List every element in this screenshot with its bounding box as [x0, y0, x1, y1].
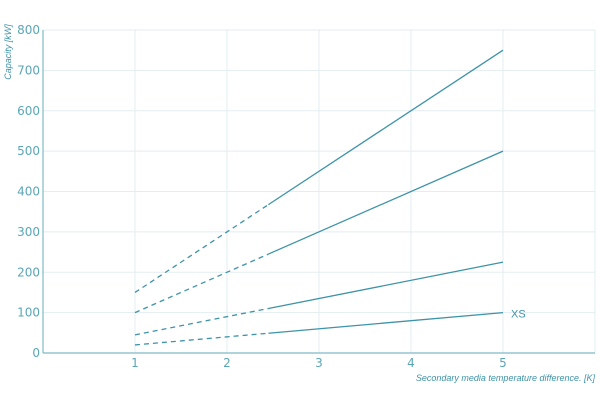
- series-line-solid: [268, 261, 504, 310]
- x-tick-label: 5: [499, 356, 507, 370]
- series-line-dashed: [134, 204, 269, 293]
- series-line-dashed: [134, 253, 269, 314]
- y-tick-label: 0: [32, 346, 40, 360]
- series-line-dashed: [134, 307, 269, 336]
- y-axis-title: Capacity [kW]: [3, 24, 13, 80]
- series-lines: XS: [134, 49, 526, 346]
- x-tick-labels: 1 2 3 4 5: [131, 356, 507, 370]
- x-tick-label: 4: [407, 356, 415, 370]
- y-tick-label: 100: [17, 306, 40, 320]
- series-label: XS: [511, 309, 526, 321]
- series-line-solid: [268, 311, 504, 334]
- y-tick-label: 400: [17, 185, 40, 199]
- y-tick-labels: 0 100 200 300 400 500 600 700 800: [17, 23, 40, 360]
- y-tick-label: 800: [17, 23, 40, 37]
- y-tick-label: 600: [17, 104, 40, 118]
- series-line-solid: [268, 49, 504, 206]
- grid: [43, 29, 596, 353]
- x-tick-label: 1: [131, 356, 139, 370]
- series-line-solid: [268, 150, 504, 255]
- x-tick-label: 3: [315, 356, 323, 370]
- series-line-dashed: [134, 332, 269, 346]
- y-tick-label: 500: [17, 144, 40, 158]
- y-tick-label: 300: [17, 225, 40, 239]
- y-tick-label: 200: [17, 265, 40, 279]
- x-axis-title: Secondary media temperature difference. …: [416, 373, 596, 383]
- x-tick-label: 2: [223, 356, 231, 370]
- y-tick-label: 700: [17, 63, 40, 77]
- axes: [42, 30, 595, 354]
